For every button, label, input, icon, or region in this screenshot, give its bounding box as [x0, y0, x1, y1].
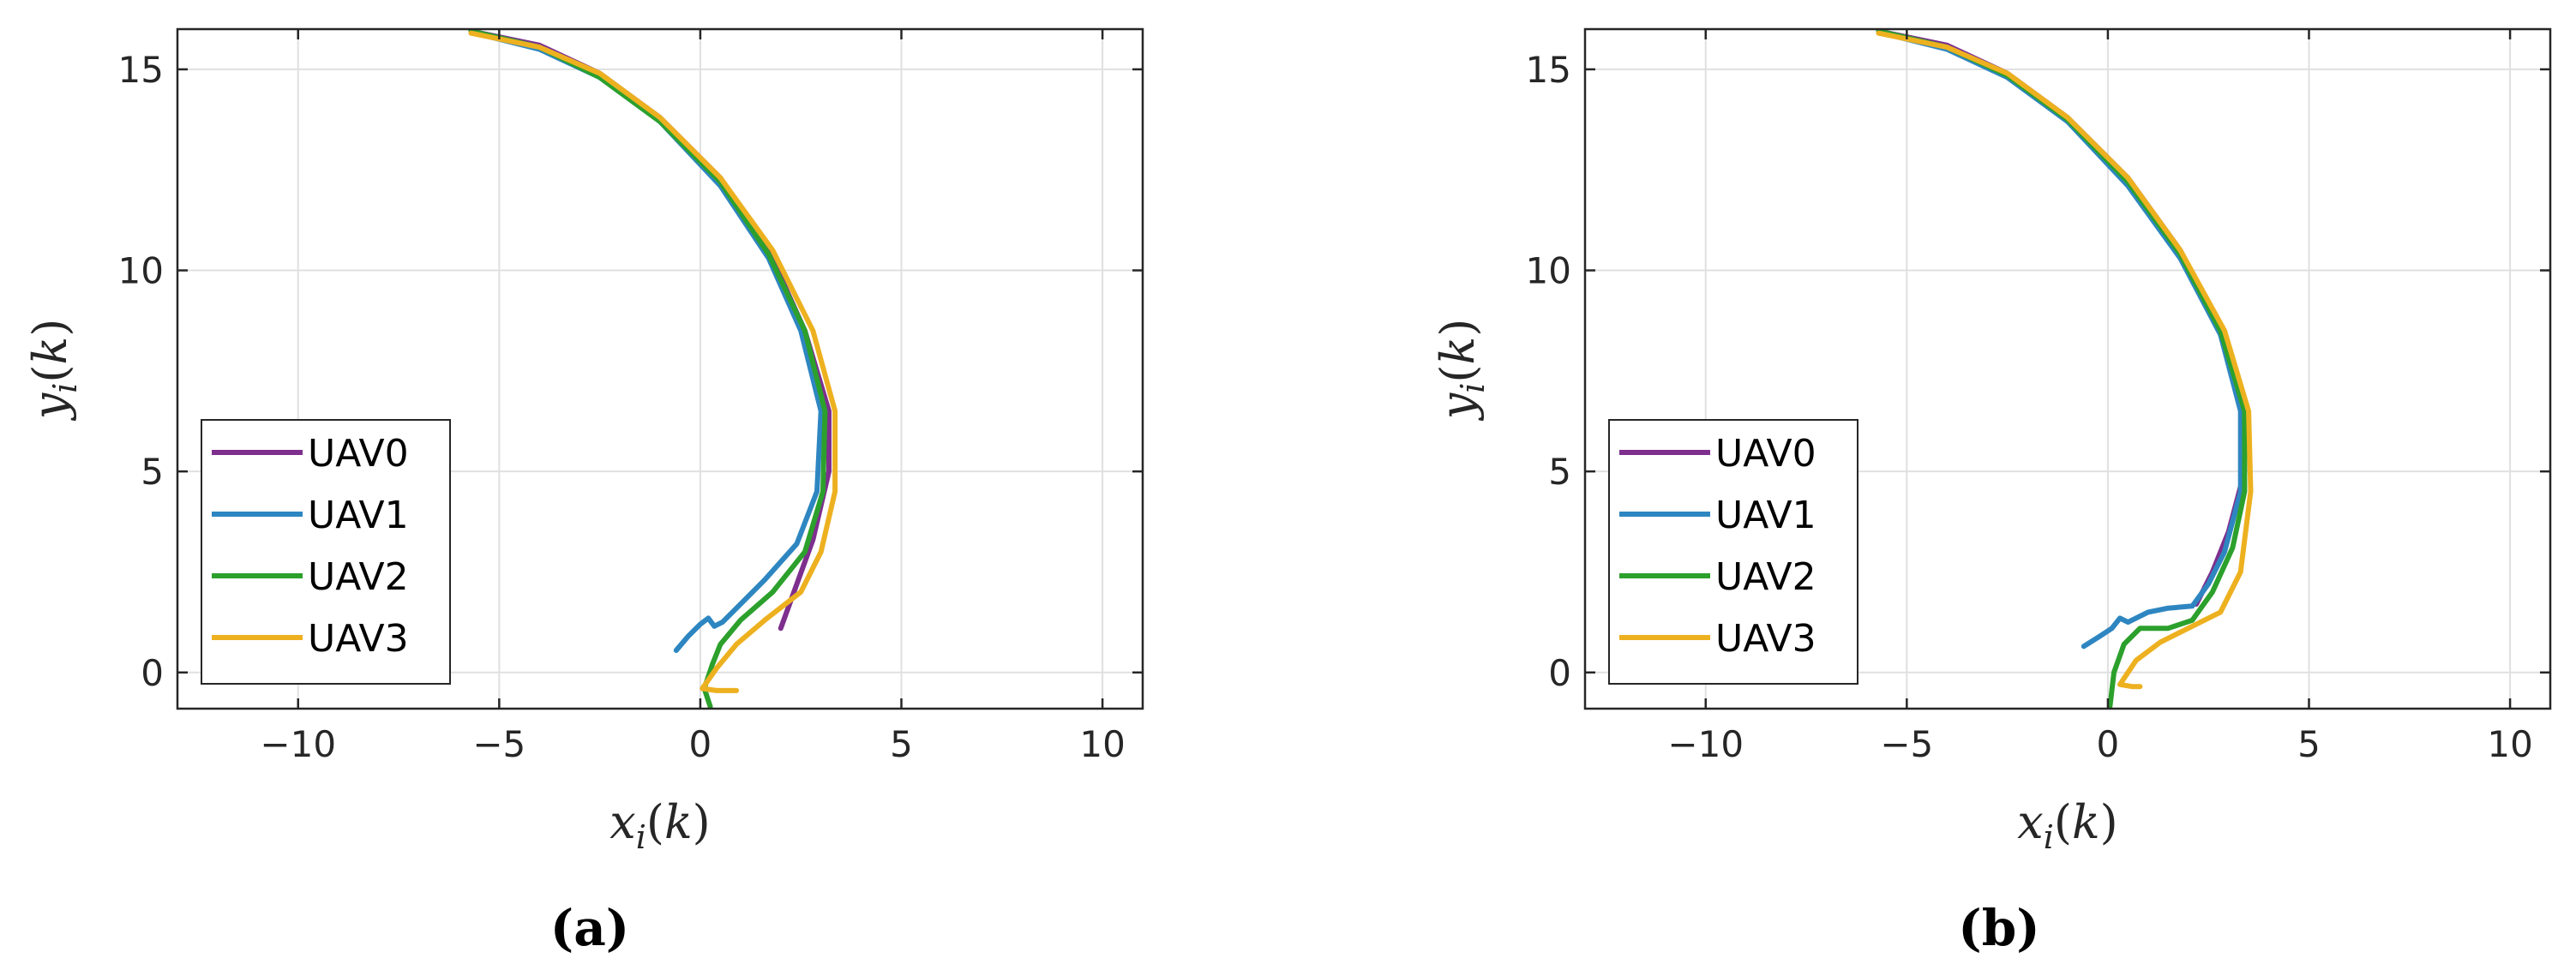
panel-label-a: (a) [550, 899, 629, 957]
y-tick-label: 10 [1526, 250, 1571, 292]
y-tick-label: 0 [1548, 652, 1571, 694]
legend-entry-label: UAV0 [308, 432, 409, 476]
y-tick-label: 5 [1548, 451, 1571, 493]
legend-entry-label: UAV2 [1715, 555, 1816, 599]
x-tick-label: 5 [2297, 723, 2321, 765]
legend: UAV0 UAV1 UAV2 UAV3 [1608, 419, 1858, 685]
y-tick-label: 15 [118, 49, 164, 91]
chart-panel-b: −10 −5 0 5 10051015xi(k)yi(k)UAV0UAV1UAV2UAV… [1431, 27, 2552, 856]
y-tick-label: 15 [1526, 49, 1571, 91]
axes-frame [1583, 27, 2552, 710]
y-axis-label: yi(k) [23, 319, 84, 422]
y-tick-label: 10 [118, 250, 164, 292]
panel-label-b: (b) [1958, 899, 2039, 957]
legend-entry-label: UAV1 [308, 494, 409, 537]
series-line-uav3 [1876, 30, 2254, 690]
x-axis-label: xi(k) [2017, 795, 2118, 856]
x-axis-label: xi(k) [609, 795, 711, 856]
y-axis-label: yi(k) [1431, 319, 1492, 422]
legend-entry-label: UAV2 [308, 555, 409, 599]
legend-entry-label: UAV3 [1715, 617, 1816, 661]
y-tick-label: 0 [141, 652, 164, 694]
x-tick-label: 0 [2097, 723, 2120, 765]
legend-entry-label: UAV3 [308, 617, 409, 661]
x-tick-label: 10 [2487, 723, 2532, 765]
legend: UAV0 UAV1 UAV2 UAV3 [201, 419, 451, 685]
axes-frame [176, 27, 1144, 710]
x-tick-label: −5 [1880, 723, 1933, 765]
legend-entry-label: UAV1 [1715, 494, 1816, 537]
x-tick-label: −5 [472, 723, 525, 765]
x-tick-label: 0 [689, 723, 712, 765]
y-tick-label: 5 [141, 451, 164, 493]
x-tick-label: 10 [1079, 723, 1125, 765]
series-line-uav3 [468, 30, 838, 693]
x-tick-label: −10 [260, 723, 336, 765]
x-tick-label: 5 [890, 723, 913, 765]
legend-entry-label: UAV0 [1715, 432, 1816, 476]
x-tick-label: −10 [1667, 723, 1744, 765]
series-line-uav2 [468, 28, 828, 710]
chart-panel-a: −10 −5 0 5 10051015xi(k)yi(k)UAV0UAV1UAV2UAV… [23, 27, 1144, 856]
